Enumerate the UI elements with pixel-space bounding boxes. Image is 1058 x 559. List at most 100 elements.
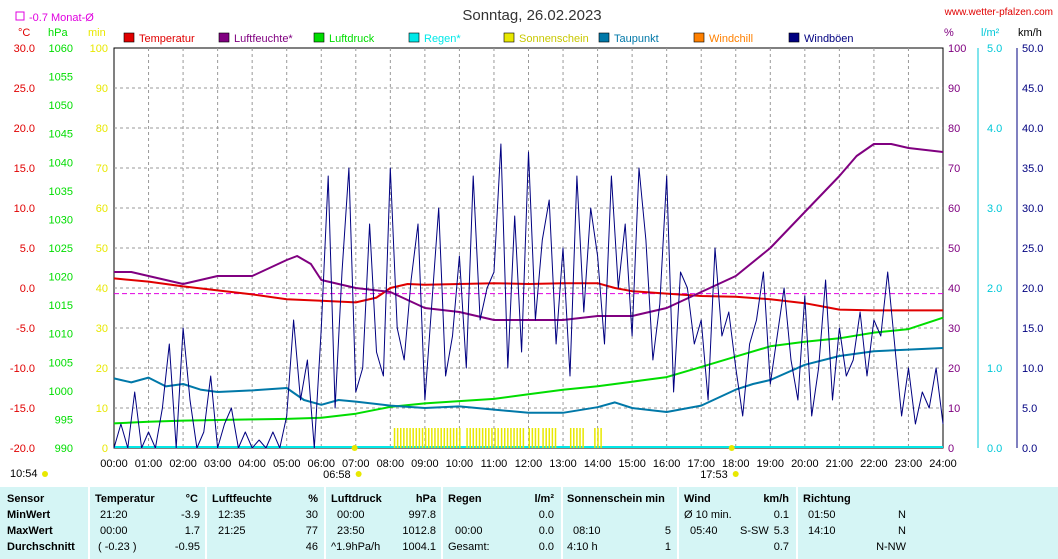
sunshine-bar: [452, 428, 455, 448]
minutes-tick-label: 40: [96, 283, 108, 295]
stats-temp-min-time: 21:20: [100, 509, 128, 521]
sunshine-bar: [424, 428, 427, 448]
rain-tick-label: 4.0: [987, 123, 1002, 135]
wind-tick-label: 45.0: [1022, 83, 1043, 95]
sunshine-bar: [484, 428, 487, 448]
sunshine-bar: [475, 428, 478, 448]
x-tick-label: 03:00: [204, 458, 232, 470]
legend-label: Regen*: [424, 33, 461, 45]
temperature-tick-label: -20.0: [10, 443, 35, 455]
sunshine-bar: [531, 428, 534, 448]
x-tick-label: 09:00: [411, 458, 439, 470]
sunshine-bar: [409, 428, 411, 448]
stats-rain-total-label: Gesamt:: [448, 541, 490, 553]
wind-tick-label: 20.0: [1022, 283, 1043, 295]
humidity-tick-label: 100: [948, 43, 966, 55]
sunshine-bar: [597, 428, 599, 448]
minutes-tick-label: 70: [96, 163, 108, 175]
rain-tick-label: 3.0: [987, 203, 1002, 215]
stats-dir-avg: N-NW: [876, 541, 906, 553]
stats-hum-max-time: 21:25: [218, 525, 246, 537]
x-tick-label: 21:00: [826, 458, 854, 470]
humidity-tick-label: 0: [948, 443, 954, 455]
sunshine-bar: [507, 428, 509, 448]
x-tick-label: 17:00: [687, 458, 715, 470]
sunshine-bar: [472, 428, 475, 448]
temperature-tick-label: -5.0: [16, 323, 35, 335]
stats-wind-avg: 0.7: [773, 541, 789, 553]
wind-tick-label: 35.0: [1022, 163, 1043, 175]
pressure-unit-label: hPa: [48, 27, 68, 39]
stats-press-title: Luftdruck: [331, 493, 382, 505]
sunshine-bar: [488, 428, 490, 448]
humidity-tick-label: 20: [948, 363, 960, 375]
sunshine-bar: [437, 428, 439, 448]
x-tick-label: 15:00: [618, 458, 646, 470]
pressure-tick-label: 1000: [49, 386, 73, 398]
humidity-tick-label: 60: [948, 203, 960, 215]
sunshine-bar: [528, 428, 530, 448]
legend-swatch: [218, 32, 230, 43]
sunshine-bar: [554, 428, 557, 448]
sunshine-bar: [393, 428, 396, 448]
temperature-tick-label: 20.0: [14, 123, 35, 135]
stats-press-unit: hPa: [415, 493, 436, 505]
sunshine-bar: [500, 428, 503, 448]
legend-label: Taupunkt: [614, 33, 659, 45]
stats-wind-max: 5.3: [773, 525, 789, 537]
temperature-tick-label: 5.0: [20, 243, 35, 255]
sunshine-bar: [503, 428, 506, 448]
legend-label: Luftfeuchte*: [234, 33, 293, 45]
stats-press-max-time: 23:50: [337, 525, 365, 537]
stats-press-avg: 1004.1: [402, 541, 436, 553]
stats-wind-avg-label: Ø 10 min.: [684, 509, 732, 521]
minutes-tick-label: 60: [96, 203, 108, 215]
wind-tick-label: 40.0: [1022, 123, 1043, 135]
x-tick-label: 10:00: [446, 458, 474, 470]
humidity-tick-label: 90: [948, 83, 960, 95]
stats-row-label: MaxWert: [7, 525, 53, 537]
stats-temp-unit: °C: [185, 493, 198, 505]
pressure-tick-label: 1025: [49, 243, 73, 255]
sunshine-bar: [449, 428, 452, 448]
stats-separator: [796, 487, 798, 559]
sunshine-bar: [537, 428, 540, 448]
minutes-tick-label: 0: [102, 443, 108, 455]
temperature-tick-label: 15.0: [14, 163, 35, 175]
pressure-tick-label: 1005: [49, 357, 73, 369]
stats-rain-max-time: 00:00: [455, 525, 483, 537]
sunshine-bar: [418, 428, 421, 448]
wind-tick-label: 25.0: [1022, 243, 1043, 255]
temperature-tick-label: -15.0: [10, 403, 35, 415]
legend-swatch: [408, 32, 420, 43]
legend-label: Windchill: [709, 33, 753, 45]
pressure-tick-label: 1020: [49, 272, 73, 284]
sunshine-bar: [406, 428, 408, 448]
sunshine-bar: [469, 428, 471, 448]
pressure-tick-label: 1045: [49, 129, 73, 141]
pressure-tick-label: 1050: [49, 100, 73, 112]
stats-separator: [441, 487, 443, 559]
sunshine-bar: [522, 428, 525, 448]
x-tick-label: 05:00: [273, 458, 301, 470]
sunset-marker: [728, 445, 735, 451]
humidity-tick-label: 70: [948, 163, 960, 175]
stats-temp-max: 1.7: [184, 525, 200, 537]
plot-grid: [113, 47, 1018, 449]
sunshine-bar: [412, 428, 414, 448]
humidity-tick-label: 40: [948, 283, 960, 295]
sunshine-bar: [481, 428, 484, 448]
x-tick-label: 06:00: [307, 458, 335, 470]
month-avg-label: -0.7 Monat-Ø: [29, 12, 94, 24]
stats-wind-title: Wind: [684, 493, 711, 505]
minutes-tick-label: 30: [96, 323, 108, 335]
x-tick-label: 02:00: [169, 458, 197, 470]
x-tick-label: 07:00: [342, 458, 370, 470]
sunshine-bar: [519, 428, 522, 448]
sunshine-bar: [542, 428, 544, 448]
stats-temp-avg-note: ( -0.23 ): [98, 541, 137, 553]
sun-icon: [42, 471, 48, 477]
stats-sun-avg: 1: [664, 541, 671, 553]
x-tick-label: 18:00: [722, 458, 750, 470]
sunshine-bar: [431, 428, 433, 448]
